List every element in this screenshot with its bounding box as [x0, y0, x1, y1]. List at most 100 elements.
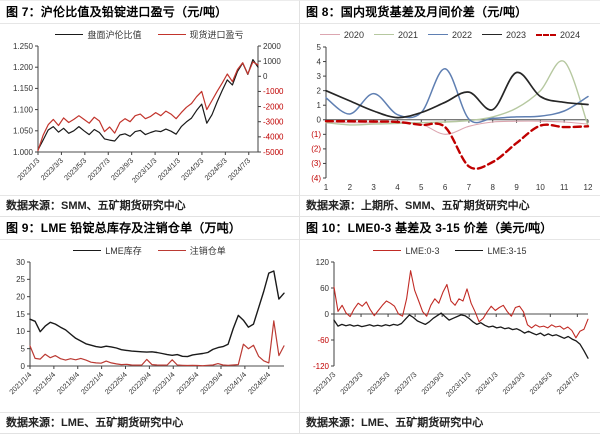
svg-text:2024/3/3: 2024/3/3: [501, 370, 527, 396]
svg-text:7: 7: [467, 183, 472, 192]
legend-item: 2020: [319, 29, 364, 40]
svg-text:(4): (4): [311, 174, 321, 183]
figure10-legend: LME:0-3 LME:3-15: [300, 243, 600, 258]
svg-text:20: 20: [16, 292, 25, 301]
svg-text:2024/7/3: 2024/7/3: [555, 370, 581, 396]
svg-text:(1): (1): [311, 130, 321, 139]
svg-text:4: 4: [317, 57, 322, 66]
legend-label: 2020: [343, 29, 364, 40]
svg-text:2023/3/3: 2023/3/3: [338, 370, 364, 396]
figure7-title: 图 7：沪伦比值及铅锭进口盈亏（元/吨）: [0, 1, 299, 24]
legend-label: 2021: [397, 29, 418, 40]
svg-text:2022/9/4: 2022/9/4: [126, 370, 152, 396]
svg-text:6: 6: [443, 183, 448, 192]
svg-text:2023/5/3: 2023/5/3: [365, 370, 391, 396]
svg-text:2024/3/3: 2024/3/3: [179, 156, 205, 182]
svg-text:2023/5/4: 2023/5/4: [174, 370, 200, 396]
svg-text:2021/1/4: 2021/1/4: [7, 370, 33, 396]
svg-text:(3): (3): [311, 159, 321, 168]
svg-text:2023/1/3: 2023/1/3: [311, 370, 337, 396]
svg-text:2023/11/3: 2023/11/3: [444, 370, 473, 399]
figure10-panel: 图 10：LME0-3 基差及 3-15 价差（美元/吨） LME:0-3 LME…: [300, 217, 600, 434]
figure7-chart-area: 盘面沪伦比值 现货进口盈亏 1.250 1.200 1.150 1.100 1.050 1.…: [0, 24, 299, 195]
svg-text:5: 5: [419, 183, 424, 192]
svg-text:-1000: -1000: [263, 87, 284, 96]
svg-text:2023/11/3: 2023/11/3: [129, 156, 158, 185]
svg-text:2023/1/3: 2023/1/3: [15, 156, 41, 182]
svg-text:-60: -60: [317, 336, 329, 345]
svg-text:9: 9: [514, 183, 519, 192]
figure10-title: 图 10：LME0-3 基差及 3-15 价差（美元/吨）: [300, 217, 600, 240]
svg-text:0: 0: [317, 116, 322, 125]
legend-item: 2022: [427, 29, 473, 40]
svg-text:1.200: 1.200: [12, 63, 33, 72]
figure7-legend: 盘面沪伦比值 现货进口盈亏: [0, 27, 299, 42]
figure8-title: 图 8：国内现货基差及月间价差（元/吨）: [300, 1, 600, 24]
legend-label: 2022: [451, 29, 473, 40]
figure9-chart: 3025201510502021/1/42021/5/42021/9/42022…: [7, 258, 285, 396]
figure9-chart-area: LME库存 注销仓单 30 25 20 15 10 5 0 2021/1/4 2021/5/4 20…: [0, 240, 299, 412]
legend-line-swatch: [536, 33, 557, 36]
svg-text:0: 0: [325, 310, 330, 319]
svg-text:0: 0: [263, 72, 268, 81]
legend-line-swatch: [73, 250, 102, 251]
svg-text:2023/1/4: 2023/1/4: [150, 370, 176, 396]
svg-text:2024/1/3: 2024/1/3: [473, 370, 499, 396]
legend-label: LME库存: [105, 246, 142, 256]
legend-item: LME:0-3: [373, 246, 439, 256]
svg-text:1: 1: [324, 183, 329, 192]
svg-text:1.100: 1.100: [12, 105, 33, 114]
figure8-legend: 2020 2021 2022 2023 2024: [300, 27, 600, 42]
legend-item: 现货进口盈亏: [157, 28, 244, 41]
legend-label: 盘面沪伦比值: [87, 30, 142, 40]
svg-text:4: 4: [395, 183, 400, 192]
svg-text:-2000: -2000: [263, 102, 284, 111]
svg-text:10: 10: [536, 183, 545, 192]
svg-text:15: 15: [16, 310, 25, 319]
svg-text:10: 10: [16, 327, 25, 336]
svg-text:5: 5: [20, 344, 25, 353]
svg-text:2024/7/3: 2024/7/3: [226, 156, 252, 182]
legend-label: 现货进口盈亏: [189, 30, 244, 40]
svg-text:2: 2: [317, 86, 322, 95]
legend-line-swatch: [373, 34, 394, 35]
figure9-legend: LME库存 注销仓单: [0, 243, 299, 258]
legend-line-swatch: [373, 250, 402, 251]
svg-text:2: 2: [348, 183, 353, 192]
svg-text:2023/9/3: 2023/9/3: [419, 370, 445, 396]
legend-label: 2023: [506, 29, 527, 40]
svg-text:-3000: -3000: [263, 118, 284, 127]
legend-line-swatch: [455, 250, 484, 251]
svg-text:120: 120: [316, 258, 330, 267]
legend-item: 注销仓单: [157, 244, 226, 257]
svg-text:-5000: -5000: [263, 148, 284, 157]
legend-label: 2024: [560, 29, 581, 40]
figure10-source: 数据来源：LME、五矿期货研究中心: [300, 412, 600, 433]
svg-text:3: 3: [317, 72, 322, 81]
figure8-panel: 图 8：国内现货基差及月间价差（元/吨） 2020 2021 2022 2023 202…: [300, 0, 600, 217]
svg-text:1.150: 1.150: [12, 84, 33, 93]
svg-text:-120: -120: [313, 362, 330, 371]
svg-text:2023/7/3: 2023/7/3: [85, 156, 111, 182]
legend-item: 2023: [482, 30, 526, 40]
figure7-panel: 图 7：沪伦比值及铅锭进口盈亏（元/吨） 盘面沪伦比值 现货进口盈亏 1.250 1…: [0, 0, 300, 217]
legend-item: LME:3-15: [455, 245, 527, 256]
legend-line-swatch: [55, 34, 84, 35]
legend-line-swatch: [157, 34, 186, 35]
svg-text:2024/1/3: 2024/1/3: [155, 156, 181, 182]
svg-text:2024/5/4: 2024/5/4: [246, 370, 272, 396]
legend-item: LME库存: [73, 244, 142, 257]
svg-text:1.000: 1.000: [12, 148, 33, 157]
legend-label: LME:3-15: [487, 245, 527, 256]
svg-text:2024/1/4: 2024/1/4: [222, 370, 248, 396]
svg-text:3: 3: [371, 183, 376, 192]
legend-item: 2021: [373, 29, 418, 40]
legend-item: 2024: [536, 30, 580, 40]
figure9-title: 图 9：LME 铅锭总库存及注销仓单（万吨）: [0, 217, 299, 240]
svg-text:8: 8: [491, 183, 496, 192]
svg-text:2024/5/3: 2024/5/3: [528, 370, 554, 396]
legend-label: LME:0-3: [405, 245, 440, 256]
legend-label: 注销仓单: [189, 246, 226, 256]
svg-text:60: 60: [320, 284, 329, 293]
